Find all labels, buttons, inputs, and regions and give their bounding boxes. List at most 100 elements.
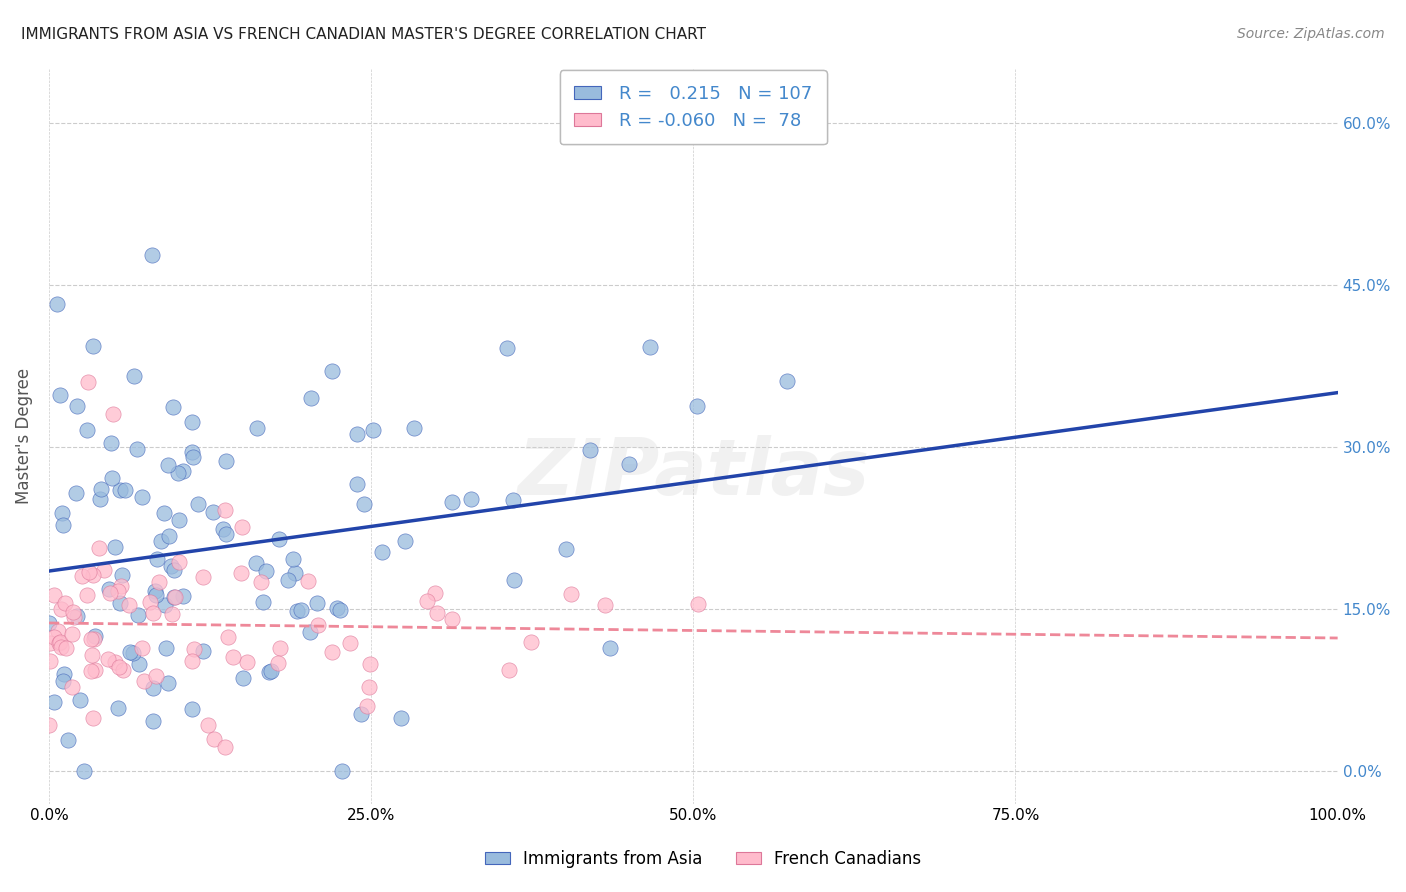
Text: IMMIGRANTS FROM ASIA VS FRENCH CANADIAN MASTER'S DEGREE CORRELATION CHART: IMMIGRANTS FROM ASIA VS FRENCH CANADIAN …	[21, 27, 706, 42]
Point	[353, 497, 375, 511]
Point	[114, 483, 136, 497]
Point	[65, 400, 87, 414]
Point	[215, 454, 238, 468]
Point	[55, 641, 77, 656]
Point	[416, 594, 439, 608]
Point	[120, 645, 142, 659]
Point	[191, 570, 214, 584]
Point	[83, 664, 105, 678]
Point	[269, 532, 291, 546]
Point	[281, 551, 304, 566]
Point	[60, 681, 83, 695]
Point	[440, 495, 463, 509]
Point	[346, 427, 368, 442]
Point	[183, 642, 205, 657]
Point	[124, 368, 146, 383]
Point	[202, 505, 225, 519]
Point	[245, 556, 267, 570]
Point	[82, 339, 104, 353]
Point	[148, 574, 170, 589]
Point	[38, 616, 60, 631]
Point	[104, 655, 127, 669]
Point	[141, 248, 163, 262]
Point	[142, 606, 165, 620]
Point	[76, 423, 98, 437]
Point	[52, 517, 75, 532]
Point	[250, 575, 273, 590]
Point	[89, 491, 111, 506]
Point	[361, 423, 384, 437]
Point	[76, 375, 98, 389]
Point	[49, 635, 72, 649]
Point	[163, 562, 186, 576]
Point	[167, 555, 190, 569]
Point	[100, 471, 122, 485]
Point	[617, 457, 640, 471]
Point	[53, 666, 76, 681]
Point	[48, 388, 70, 402]
Point	[63, 610, 86, 624]
Point	[66, 609, 89, 624]
Point	[299, 391, 322, 405]
Point	[125, 442, 148, 456]
Point	[187, 497, 209, 511]
Point	[77, 565, 100, 579]
Point	[599, 640, 621, 655]
Point	[122, 646, 145, 660]
Point	[60, 627, 83, 641]
Point	[56, 733, 79, 747]
Point	[80, 632, 103, 646]
Point	[180, 415, 202, 429]
Point	[82, 568, 104, 582]
Legend: Immigrants from Asia, French Canadians: Immigrants from Asia, French Canadians	[478, 844, 928, 875]
Point	[52, 674, 75, 689]
Point	[326, 600, 349, 615]
Point	[42, 630, 65, 644]
Point	[73, 764, 96, 779]
Point	[98, 582, 121, 596]
Point	[236, 656, 259, 670]
Point	[389, 711, 412, 725]
Point	[339, 636, 361, 650]
Point	[349, 707, 371, 722]
Point	[181, 445, 204, 459]
Point	[267, 657, 290, 671]
Point	[110, 596, 132, 610]
Point	[44, 588, 66, 602]
Point	[103, 408, 125, 422]
Text: Source: ZipAtlas.com: Source: ZipAtlas.com	[1237, 27, 1385, 41]
Point	[269, 640, 291, 655]
Point	[51, 506, 73, 520]
Point	[214, 503, 236, 517]
Point	[686, 597, 709, 611]
Point	[460, 491, 482, 506]
Point	[215, 526, 238, 541]
Point	[254, 564, 277, 578]
Point	[110, 579, 132, 593]
Point	[330, 764, 353, 779]
Point	[359, 680, 381, 694]
Point	[139, 595, 162, 609]
Point	[90, 482, 112, 496]
Point	[290, 603, 312, 617]
Point	[39, 654, 62, 668]
Point	[162, 401, 184, 415]
Point	[163, 590, 186, 604]
Point	[107, 583, 129, 598]
Point	[82, 648, 104, 663]
Point	[425, 585, 447, 599]
Point	[38, 718, 60, 732]
Point	[214, 739, 236, 754]
Text: ZIPatlas: ZIPatlas	[517, 434, 869, 511]
Point	[111, 568, 134, 582]
Point	[149, 533, 172, 548]
Point	[232, 672, 254, 686]
Point	[579, 442, 602, 457]
Point	[98, 586, 121, 600]
Point	[49, 640, 72, 654]
Point	[555, 541, 578, 556]
Point	[593, 598, 616, 612]
Point	[519, 635, 541, 649]
Point	[231, 520, 253, 534]
Point	[100, 436, 122, 450]
